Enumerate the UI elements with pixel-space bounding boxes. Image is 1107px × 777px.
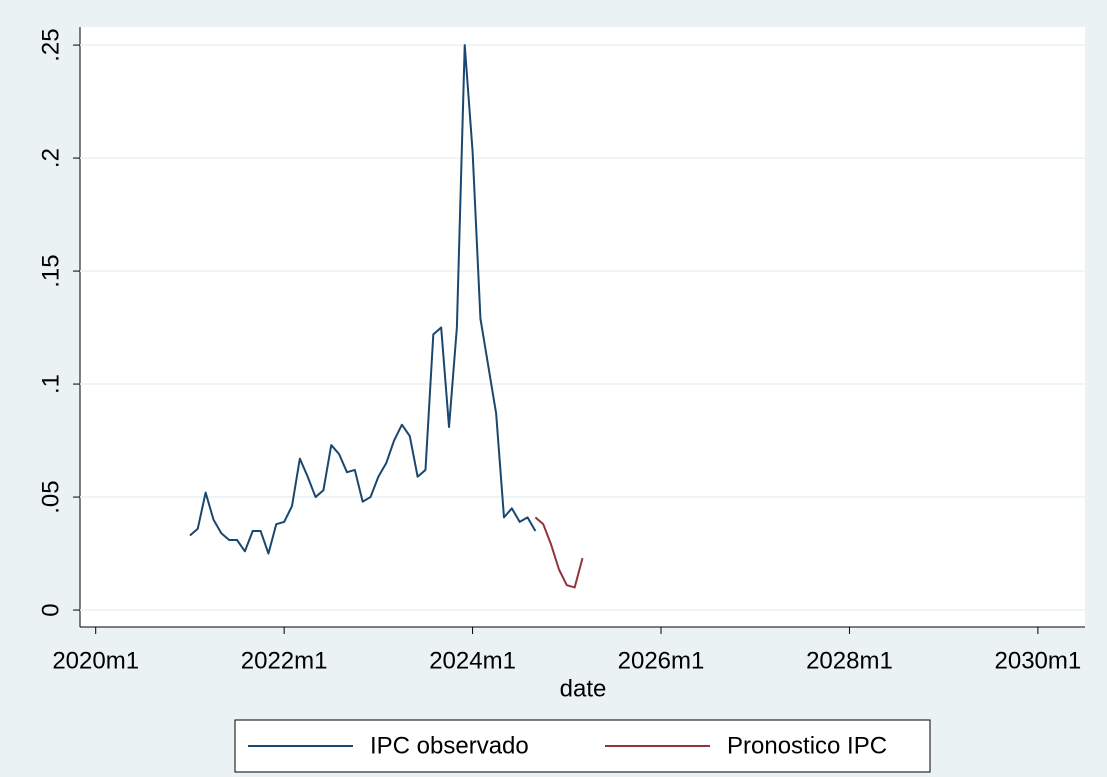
x-tick-label: 2022m1 <box>241 647 328 674</box>
x-tick-label: 2026m1 <box>618 647 705 674</box>
y-tick-label: 0 <box>37 603 64 616</box>
x-tick-label: 2024m1 <box>429 647 516 674</box>
y-tick-label: .25 <box>37 28 64 61</box>
series-line <box>534 516 584 589</box>
x-tick-label: 2030m1 <box>995 647 1082 674</box>
y-tick-label: .15 <box>37 254 64 287</box>
x-axis-title: date <box>560 675 607 702</box>
legend-label: IPC observado <box>370 732 529 759</box>
y-tick-label: .2 <box>37 148 64 168</box>
x-tick-label: 2028m1 <box>806 647 893 674</box>
series-line <box>189 44 537 555</box>
legend-label: Pronostico IPC <box>727 732 887 759</box>
x-tick-label: 2020m1 <box>52 647 139 674</box>
y-tick-label: .05 <box>37 480 64 513</box>
y-tick-label: .1 <box>37 374 64 394</box>
plot-area <box>80 27 1085 627</box>
